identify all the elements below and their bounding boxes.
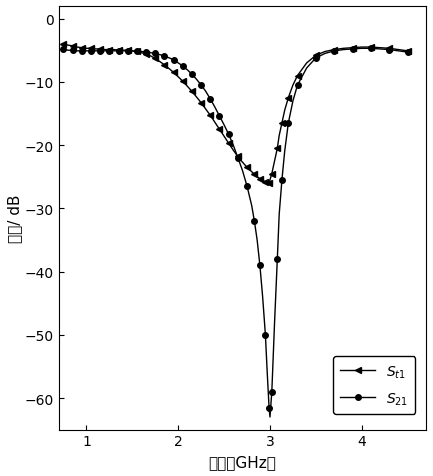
$S_{21}$: [387, 48, 392, 53]
$S_{21}$: [268, 414, 273, 420]
$S_{21}$: [359, 46, 365, 52]
Y-axis label: 幅度/ dB: 幅度/ dB: [7, 194, 22, 243]
$S_{21}$: [70, 48, 75, 54]
Line: $S_{t1}$: $S_{t1}$: [60, 42, 411, 187]
$S_{t1}$: [405, 49, 410, 55]
$S_{21}$: [61, 47, 66, 53]
$S_{t1}$: [266, 181, 271, 187]
$S_{t1}$: [61, 42, 66, 48]
$S_{21}$: [217, 114, 222, 119]
$S_{t1}$: [252, 172, 257, 178]
$S_{t1}$: [152, 57, 158, 62]
$S_{21}$: [405, 50, 410, 56]
$S_{21}$: [252, 218, 257, 224]
X-axis label: 频率（GHz）: 频率（GHz）: [209, 454, 276, 469]
$S_{21}$: [107, 49, 112, 55]
$S_{t1}$: [217, 127, 222, 133]
$S_{t1}$: [378, 46, 383, 51]
Legend: $S_{t1}$, $S_{21}$: $S_{t1}$, $S_{21}$: [333, 357, 415, 414]
$S_{21}$: [350, 47, 355, 53]
Line: $S_{21}$: $S_{21}$: [61, 47, 410, 420]
$S_{t1}$: [70, 44, 75, 50]
$S_{t1}$: [279, 121, 284, 127]
